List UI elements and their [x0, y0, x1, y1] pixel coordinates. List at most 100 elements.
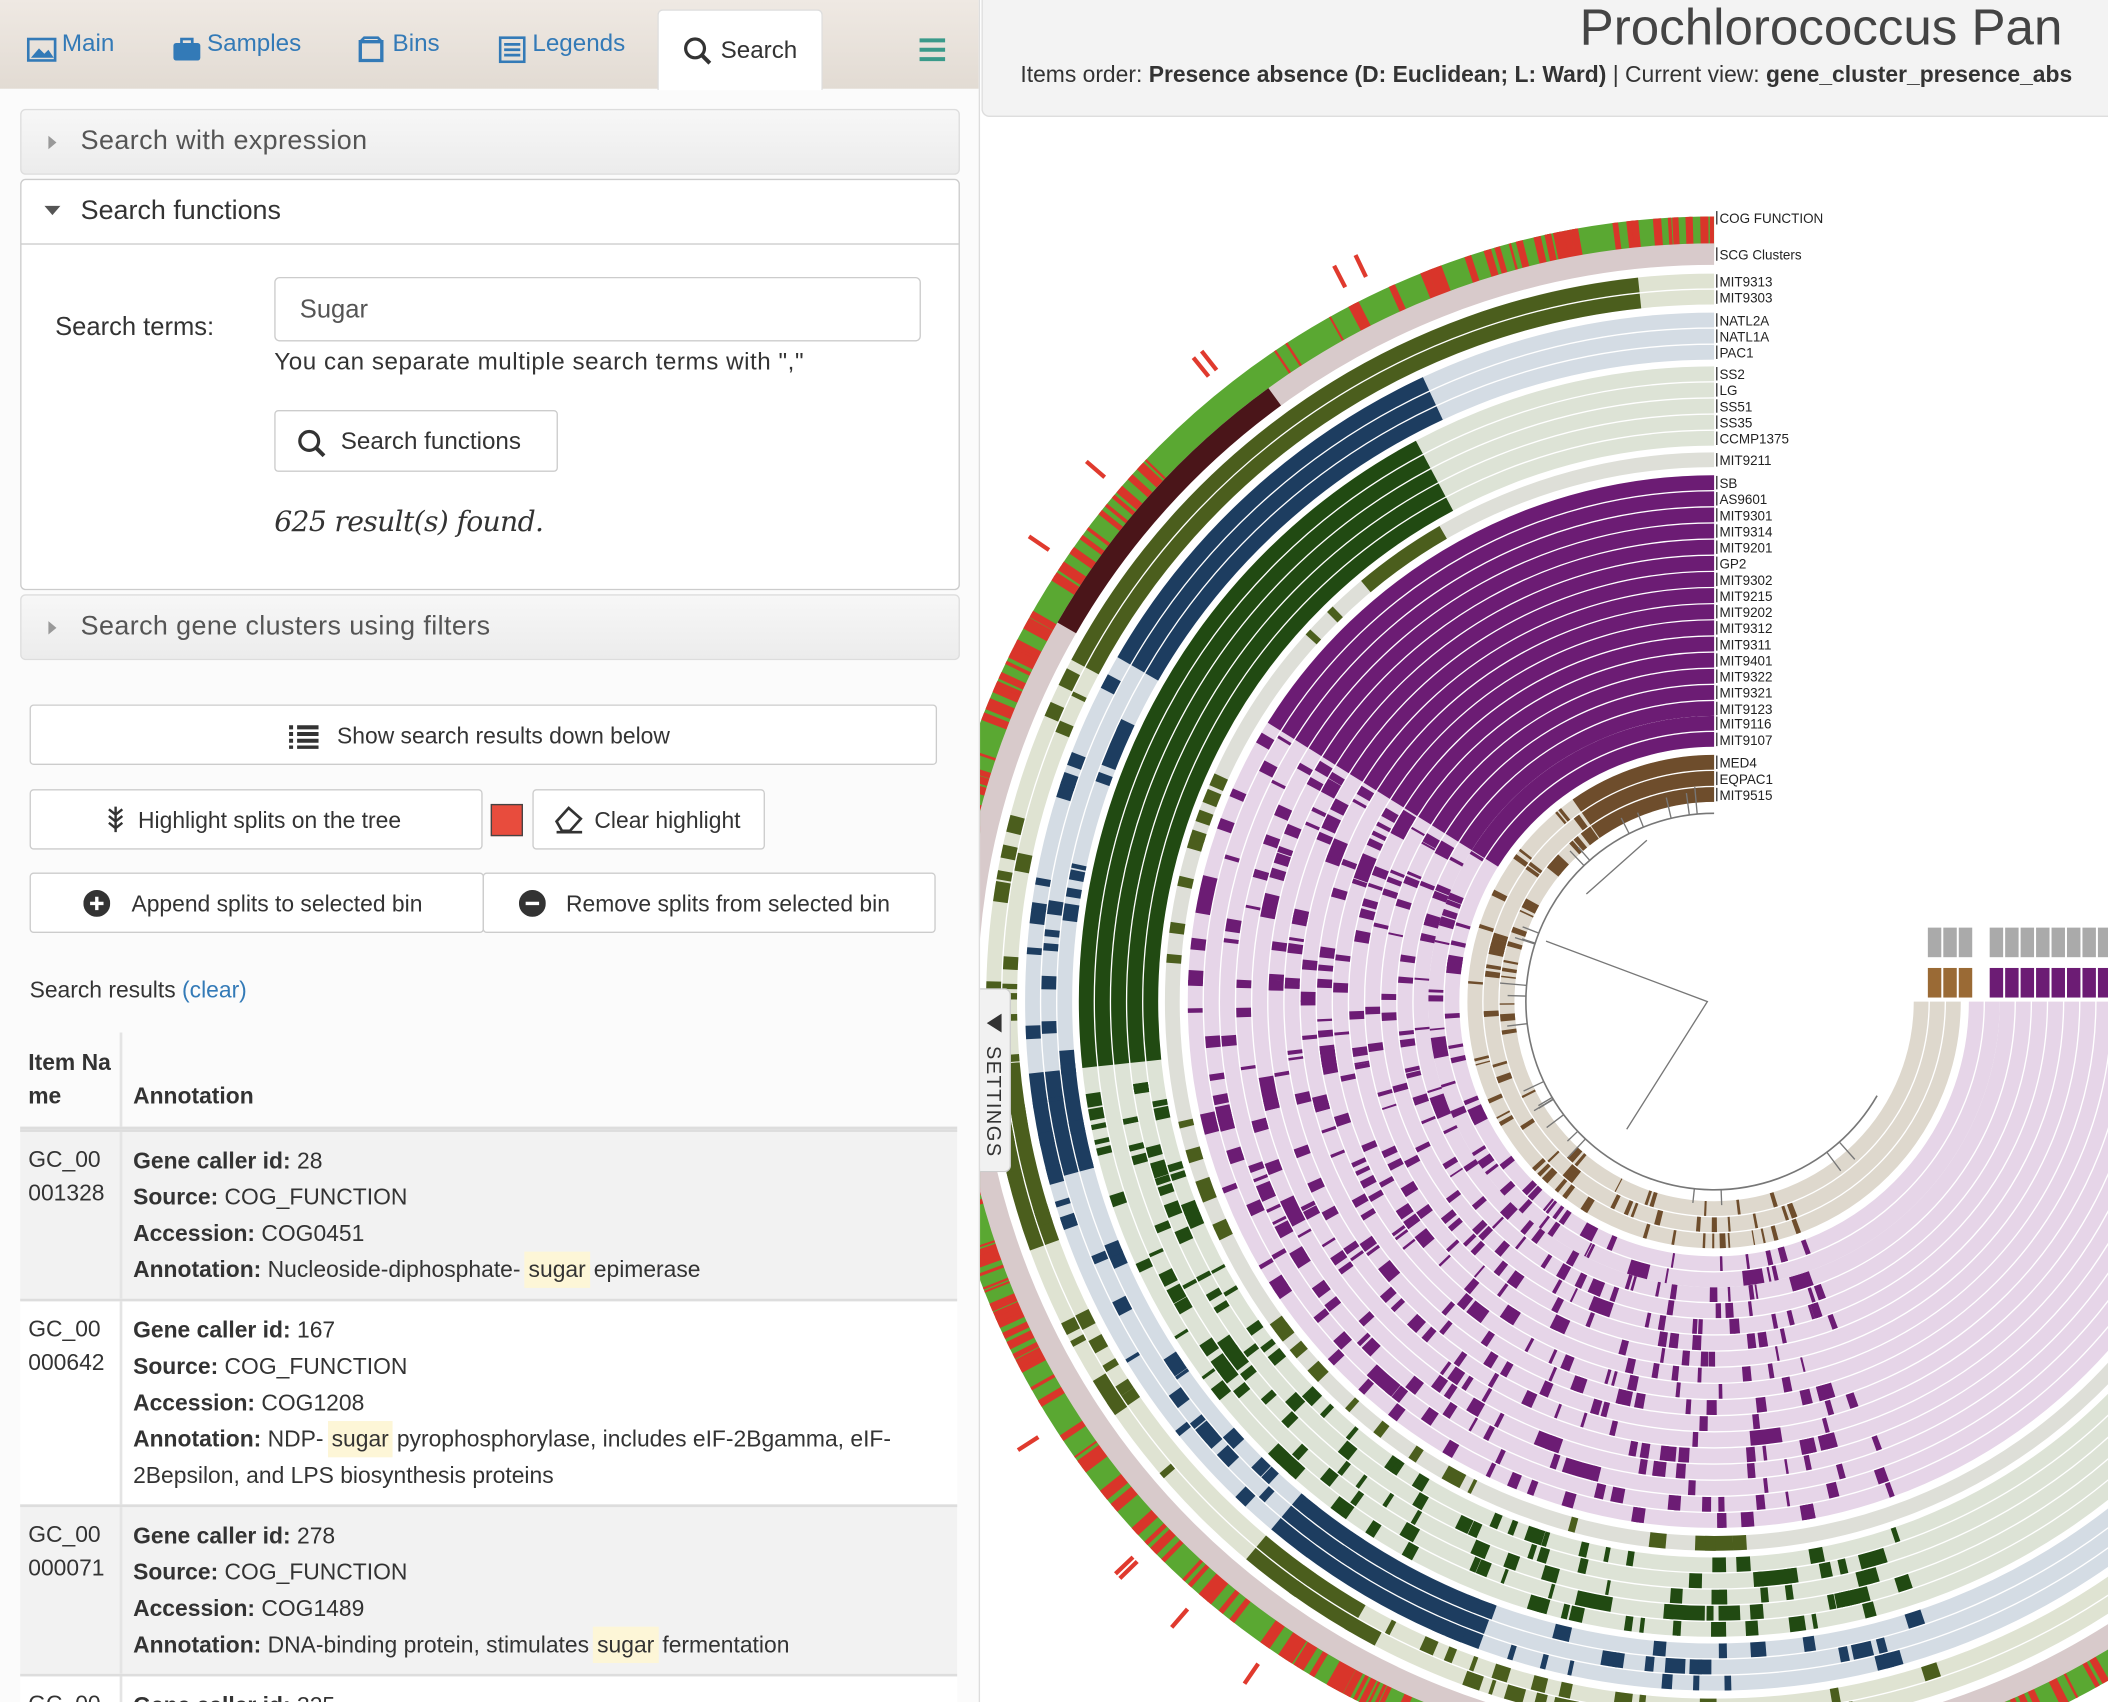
settings-toggle[interactable]: SETTINGS	[980, 988, 1011, 1173]
layer-stripe	[1552, 1279, 1563, 1295]
tab[interactable]: Bins	[392, 29, 440, 57]
color-picker[interactable]	[490, 803, 523, 837]
show-results-button[interactable]: Show search results down below	[29, 704, 938, 765]
highlight-button[interactable]: Highlight splits on the tree	[29, 789, 483, 850]
outer-mark	[1332, 264, 1348, 289]
layer-stripe	[1450, 940, 1467, 948]
tab[interactable]: Main	[61, 29, 115, 57]
accordion-header[interactable]: Search gene clusters using filters	[20, 594, 960, 661]
remove-button[interactable]: Remove splits from selected bin	[482, 872, 936, 934]
layer-stripe	[1259, 1190, 1276, 1202]
clear-link[interactable]: (clear)	[182, 977, 247, 1003]
cog-stripe	[1570, 228, 1584, 262]
tab[interactable]: Legends	[532, 29, 626, 57]
layer-stripe	[1483, 1425, 1496, 1441]
layer-stripe	[1014, 852, 1033, 874]
cog-stripe	[1360, 1673, 1377, 1702]
layer-stripe	[1392, 1082, 1409, 1093]
menu-button[interactable]	[918, 36, 948, 63]
layer-stripe	[1506, 1270, 1517, 1284]
layer-stripe	[1608, 1651, 1625, 1669]
sample-box	[2036, 927, 2050, 958]
layer-segment	[1363, 588, 1715, 791]
accordion-header[interactable]: Search functions	[21, 180, 959, 245]
annotation-text: Nucleoside-diphosphate-	[267, 1257, 521, 1283]
cog-stripe	[1494, 246, 1509, 279]
layer-stripe	[1421, 1326, 1437, 1343]
field: Source: COG_FUNCTION	[133, 1179, 946, 1215]
layer-stripe	[1070, 1334, 1087, 1347]
layer-stripe	[1269, 1315, 1288, 1333]
layer-segment	[1390, 620, 1715, 808]
outer-mark	[1118, 1559, 1139, 1580]
sample-box	[2005, 967, 2019, 998]
layer-stripe	[1921, 1662, 1941, 1682]
sample-box	[1958, 967, 1973, 998]
layer-stripe	[1235, 1486, 1256, 1507]
layer-stripe	[1366, 1244, 1381, 1257]
tree-branch	[1826, 1151, 1842, 1172]
layer-stripe	[1274, 1322, 1294, 1341]
layer-stripe	[1045, 1164, 1065, 1185]
layer-stripe	[1301, 959, 1318, 971]
outer-mark	[1191, 356, 1211, 378]
layer-stripe	[1500, 1568, 1509, 1584]
cog-stripe	[1285, 342, 1305, 371]
layer-stripe	[1449, 1167, 1464, 1178]
layer-stripe	[1493, 1412, 1505, 1428]
layer-stripe	[1195, 1176, 1217, 1203]
layer-stripe	[1350, 1250, 1364, 1262]
cog-stripe	[980, 1251, 1007, 1268]
layer-stripe	[1502, 1204, 1518, 1220]
cog-stripe	[1016, 1347, 1048, 1368]
layer-stripe	[1359, 1235, 1378, 1252]
layer-stripe	[1358, 1378, 1374, 1395]
layer-stripe	[1555, 811, 1567, 825]
layer-stripe	[1551, 1296, 1564, 1314]
layer-stripe	[1521, 1180, 1538, 1196]
field-value: 167	[296, 1317, 336, 1344]
left-panel: Main Samples Bins Legends Search Search …	[0, 0, 981, 1702]
sample-box	[2036, 967, 2050, 998]
layer-stripe	[1088, 1106, 1105, 1121]
layer-stripe	[1569, 1288, 1579, 1303]
layer-stripe	[1133, 1081, 1149, 1093]
layer-stripe	[1389, 869, 1405, 879]
layer-stripe	[1148, 1247, 1164, 1258]
cog-stripe	[1335, 1661, 1356, 1693]
cog-stripe	[1468, 255, 1482, 287]
layer-stripe	[1469, 1556, 1482, 1573]
layer-stripe	[1301, 1386, 1323, 1407]
cog-stripe	[1198, 1569, 1225, 1599]
layer-stripe	[996, 870, 1013, 882]
tab[interactable]: Samples	[207, 29, 302, 57]
layer-stripe	[1779, 1328, 1787, 1344]
column-header: Annotation	[133, 1083, 254, 1110]
layer-label: PAC1	[1719, 346, 1753, 361]
cog-stripe	[1111, 1484, 1141, 1511]
layer-stripe	[1309, 1527, 1327, 1546]
layer-stripe	[1165, 1354, 1187, 1377]
search-input[interactable]: Sugar	[274, 276, 921, 342]
search-button[interactable]: Search functions	[274, 410, 558, 472]
cog-stripe	[989, 1291, 1023, 1311]
tree-branch	[1545, 839, 1709, 1130]
layer-stripe	[1752, 1413, 1761, 1430]
layer-stripe	[1403, 1213, 1421, 1230]
layer-stripe	[1367, 1042, 1384, 1053]
view-title: Prochlorococcus Pan	[1579, 0, 2063, 57]
layer-stripe	[1154, 1174, 1171, 1186]
layer-stripe	[1526, 1594, 1547, 1614]
layer-stripe	[1611, 1370, 1618, 1387]
layer-stripe	[1273, 852, 1291, 868]
layer-stripe	[1600, 1401, 1611, 1418]
clear-highlight-button[interactable]: Clear highlight	[532, 789, 765, 850]
layer-stripe	[1260, 1389, 1277, 1405]
layer-label: NATL1A	[1719, 329, 1769, 344]
field-label: Gene caller id:	[133, 1693, 291, 1702]
layer-stripe	[1046, 900, 1064, 916]
layer-stripe	[1803, 1454, 1812, 1471]
accordion-header[interactable]: Search with expression	[20, 108, 960, 175]
layer-stripe	[1655, 1281, 1661, 1297]
layer-stripe	[1561, 1457, 1598, 1481]
